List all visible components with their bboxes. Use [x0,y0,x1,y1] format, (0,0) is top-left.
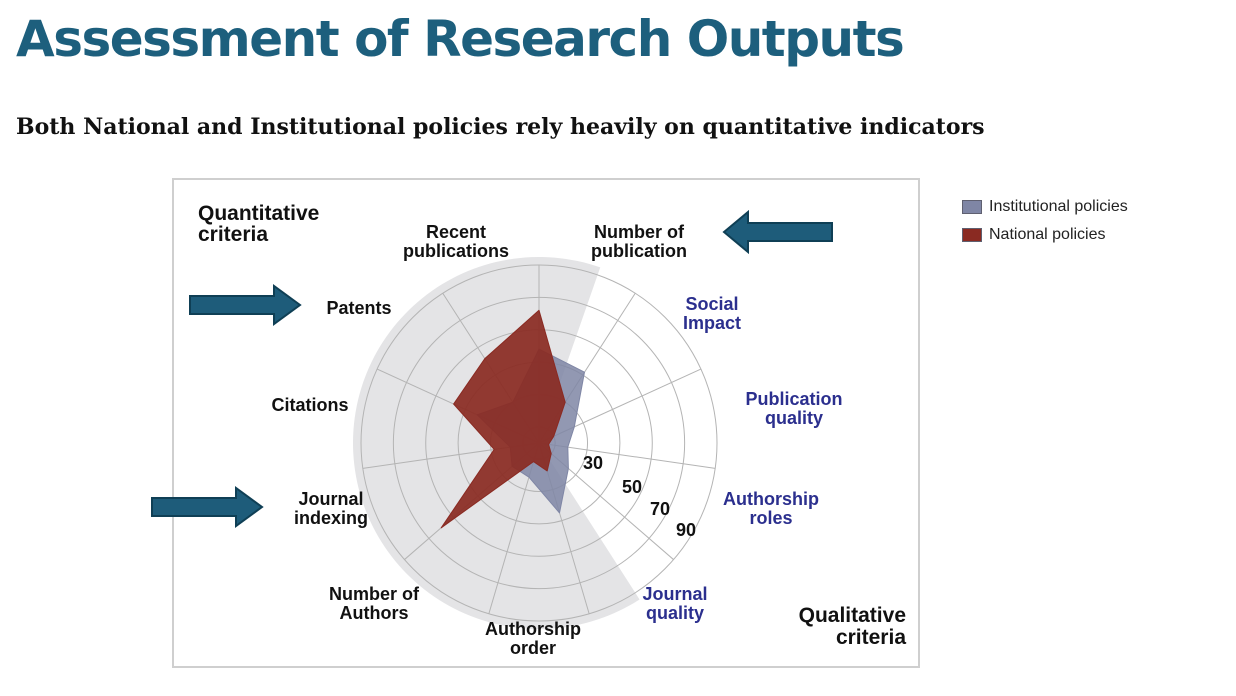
radial-tick-label: 50 [622,477,642,497]
arrow-left-shape [722,210,833,254]
quantitative-criteria-label: Quantitative criteria [198,202,319,246]
axis-label-line: quality [646,603,704,623]
arrow-right-shape [189,284,302,326]
page-title: Assessment of Research Outputs [16,10,905,68]
axis-label-line: roles [749,508,792,528]
radial-tick-label: 30 [583,453,603,473]
group-label-line: criteria [198,223,268,246]
axis-label-line: Authorship [723,489,819,509]
axis-label-line: Impact [683,313,741,333]
axis-label-line: publication [591,241,687,261]
axis-label-line: Number of [329,584,420,604]
axis-label-line: Authors [340,603,409,623]
axis-label-line: Citations [271,395,348,415]
arrow-right-shape [151,486,264,528]
axis-label-authorship-order: Authorship order [485,619,581,658]
axis-label-line: order [510,638,556,658]
axis-label-line: Journal [642,584,707,604]
axis-label-journal-quality: Journal quality [642,584,707,623]
axis-label-number-of-authors: Number of Authors [329,584,420,623]
series-national-area [440,309,566,529]
legend-label-institutional: Institutional policies [989,198,1128,215]
legend-item-national: National policies [962,226,1128,244]
chart-legend: Institutional policies National policies [962,198,1128,254]
axis-label-line: Authorship [485,619,581,639]
arrow-number-of-publication [722,210,833,254]
grid-spoke-authorship-roles [538,442,716,469]
page-subtitle: Both National and Institutional policies… [16,114,985,140]
axis-label-line: Number of [594,222,685,242]
axis-label-line: publications [403,241,509,261]
axis-label-citations: Citations [271,395,348,415]
axis-label-line: Social [685,294,738,314]
arrow-journal-indexing [151,486,264,528]
legend-label-national: National policies [989,226,1106,243]
legend-item-institutional: Institutional policies [962,198,1128,216]
axis-label-authorship-roles: Authorship roles [723,489,819,528]
axis-label-publication-quality: Publication quality [745,389,842,428]
axis-label-line: Publication [745,389,842,409]
axis-label-journal-indexing: Journal indexing [294,489,368,528]
qualitative-criteria-label: Qualitative criteria [799,604,907,649]
group-label-line: Quantitative [198,202,319,225]
radial-tick-label: 90 [676,520,696,540]
axis-label-line: Recent [426,222,486,242]
group-label-line: Qualitative [799,604,906,627]
axis-label-recent-publications: Recent publications [403,222,509,261]
group-label-line: criteria [836,626,906,649]
axis-label-line: quality [765,408,823,428]
axis-label-line: indexing [294,508,368,528]
legend-swatch-institutional [962,200,982,214]
axis-label-line: Journal [298,489,363,509]
radar-chart-frame: 30 50 70 90 Number of publication Social Impact… [172,178,920,668]
axis-label-number-of-publication: Number of publication [591,222,687,261]
axis-label-social-impact: Social Impact [683,294,741,333]
legend-swatch-national [962,228,982,242]
axis-label-line: Patents [326,298,391,318]
axis-label-patents: Patents [326,298,391,318]
radial-tick-label: 70 [650,499,670,519]
arrow-patents [189,284,302,326]
